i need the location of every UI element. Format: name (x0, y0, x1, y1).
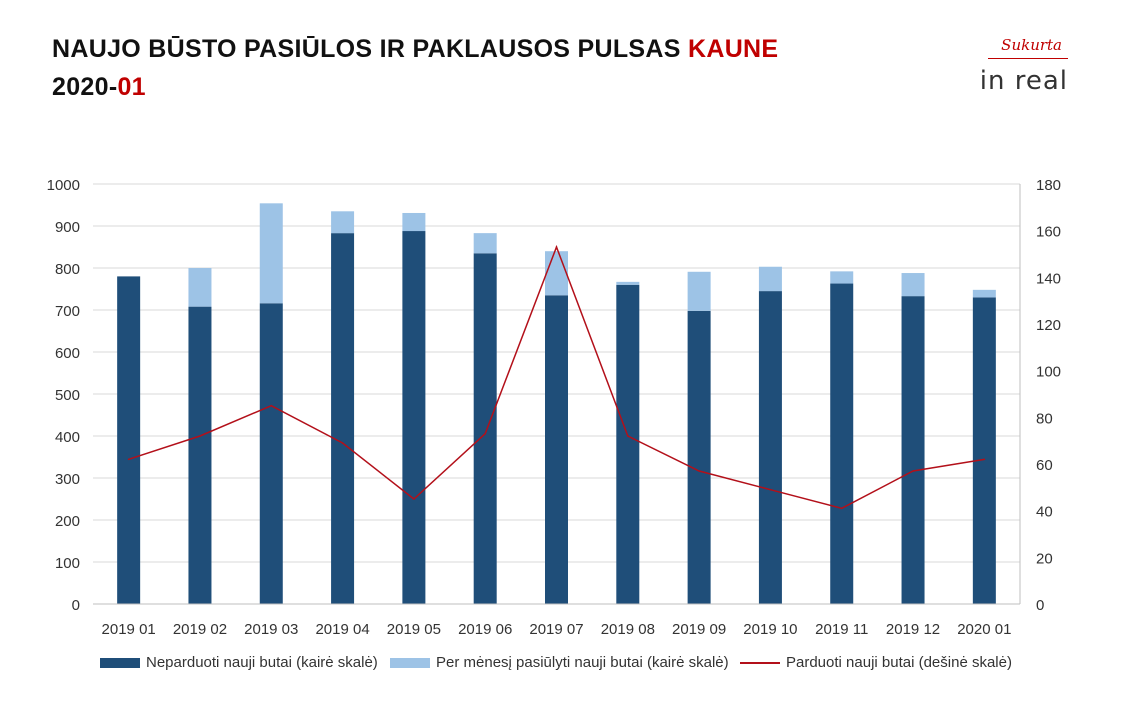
legend-label-unsold: Neparduoti nauji butai (kairė skalė) (146, 654, 378, 671)
bar-offered (402, 212, 426, 232)
y-right-tick-label: 160 (1036, 224, 1061, 241)
title-city: KAUNE (687, 35, 779, 63)
title-year: 2020- (52, 73, 118, 101)
y-left-tick-label: 200 (55, 513, 80, 530)
bar-series (117, 203, 996, 605)
line-point-sold (127, 458, 130, 461)
line-point-sold (627, 435, 629, 437)
bar-offered (616, 281, 640, 285)
legend: Neparduoti nauji butai (kairė skalė) Per… (100, 654, 1060, 676)
bar-unsold (473, 253, 497, 605)
line-point-sold (413, 498, 415, 500)
legend-item-sold: Parduoti nauji butai (dešinė skalė) (740, 654, 1012, 671)
line-point-sold (912, 470, 914, 472)
legend-item-unsold: Neparduoti nauji butai (kairė skalė) (100, 654, 378, 671)
legend-label-sold: Parduoti nauji butai (dešinė skalė) (786, 654, 1012, 671)
y-right-tick-label: 100 (1036, 364, 1061, 381)
y-right-tick-label: 40 (1036, 504, 1053, 521)
x-tick-label: 2020 01 (957, 621, 1011, 638)
x-axis: 2019 01 2019 02 2019 03 2019 04 2019 05 2019 … (93, 603, 1020, 638)
y-left-tick-label: 500 (55, 387, 80, 404)
line-point-sold (555, 246, 558, 248)
x-tick-label: 2019 04 (315, 621, 369, 638)
x-tick-label: 2019 12 (886, 621, 940, 638)
x-tick-label: 2019 03 (244, 621, 298, 638)
y-left-tick-label: 100 (55, 555, 80, 572)
x-tick-label: 2019 08 (601, 621, 655, 638)
x-tick-label: 2019 10 (743, 621, 797, 638)
title-line-2: 2020-01 (52, 68, 778, 106)
y-left-tick-label: 1000 (47, 177, 80, 194)
y-left-tick-label: 400 (55, 429, 80, 446)
bar-offered (830, 271, 854, 284)
x-tick-label: 2019 02 (173, 621, 227, 638)
bar-unsold (331, 233, 355, 604)
line-point-sold (270, 404, 273, 407)
y-left-tick-label: 700 (55, 303, 80, 320)
bar-unsold (901, 296, 925, 604)
bar-unsold (545, 295, 568, 604)
y-right-tick-label: 140 (1036, 270, 1061, 287)
x-tick-label: 2019 05 (387, 621, 441, 638)
y-right-tick-label: 80 (1036, 410, 1053, 427)
bar-unsold (259, 303, 283, 604)
bar-unsold (188, 306, 212, 604)
title-month: 01 (117, 73, 146, 101)
line-point-sold (484, 432, 486, 435)
bar-offered (687, 271, 711, 311)
y-left-tick-label: 0 (72, 597, 80, 614)
bar-unsold (117, 276, 141, 604)
y-left-tick-label: 300 (55, 471, 80, 488)
legend-swatch-offered (390, 657, 430, 668)
bar-offered (259, 203, 283, 304)
bar-unsold (616, 284, 640, 604)
x-tick-label: 2019 07 (529, 621, 583, 638)
legend-swatch-sold (740, 661, 780, 664)
bar-offered (758, 266, 782, 292)
line-point-sold (199, 435, 201, 437)
bar-offered (545, 251, 568, 296)
legend-label-offered: Per mėnesį pasiūlyti nauji butai (kairė … (436, 654, 729, 671)
y-right-tick-label: 180 (1036, 177, 1061, 194)
bar-unsold (402, 231, 426, 605)
bar-offered (473, 233, 497, 254)
y-right-tick-label: 120 (1036, 317, 1061, 334)
y-right-tick-label: 60 (1036, 457, 1053, 474)
bar-offered (331, 211, 355, 234)
x-tick-label: 2019 09 (672, 621, 726, 638)
legend-swatch-unsold (100, 657, 140, 668)
logo-underline (988, 58, 1068, 59)
logo-sukurta: Sukurta (1001, 36, 1062, 54)
line-point-sold (769, 488, 772, 491)
title-main: NAUJO BŪSTO PASIŪLOS IR PAKLAUSOS PULSAS (52, 35, 688, 63)
line-point-sold (840, 507, 843, 510)
bar-unsold (830, 283, 854, 604)
legend-item-offered: Per mėnesį pasiūlyti nauji butai (kairė … (390, 654, 729, 671)
title-line-1: NAUJO BŪSTO PASIŪLOS IR PAKLAUSOS PULSAS… (52, 30, 778, 68)
y-right-tick-label: 20 (1036, 550, 1053, 567)
y-left-tick-label: 800 (55, 261, 80, 278)
bar-offered (188, 268, 212, 307)
bar-unsold (972, 297, 996, 604)
x-tick-label: 2019 06 (458, 621, 512, 638)
y-right-tick-label: 0 (1036, 597, 1044, 614)
y-axis-right: 0 20 40 60 80 100 120 140 160 180 (1019, 177, 1061, 614)
y-left-tick-label: 600 (55, 345, 80, 362)
inreal-logo: Sukurta in real (978, 36, 1068, 98)
line-point-sold (983, 458, 986, 461)
line-series (127, 244, 986, 510)
line-point-sold (698, 470, 700, 472)
chart-title: NAUJO BŪSTO PASIŪLOS IR PAKLAUSOS PULSAS… (52, 30, 778, 106)
bar-offered (972, 289, 996, 298)
x-tick-label: 2019 11 (815, 621, 868, 638)
logo-inreal: in real (979, 66, 1068, 96)
line-point-sold (341, 442, 344, 444)
x-tick-label: 2019 01 (102, 621, 156, 638)
bar-unsold (758, 291, 782, 604)
bar-offered (901, 273, 925, 297)
bar-unsold (687, 310, 711, 604)
y-left-tick-label: 900 (55, 219, 80, 236)
y-axis-left: 0 100 200 300 400 500 600 700 800 900 1000 (47, 177, 80, 614)
